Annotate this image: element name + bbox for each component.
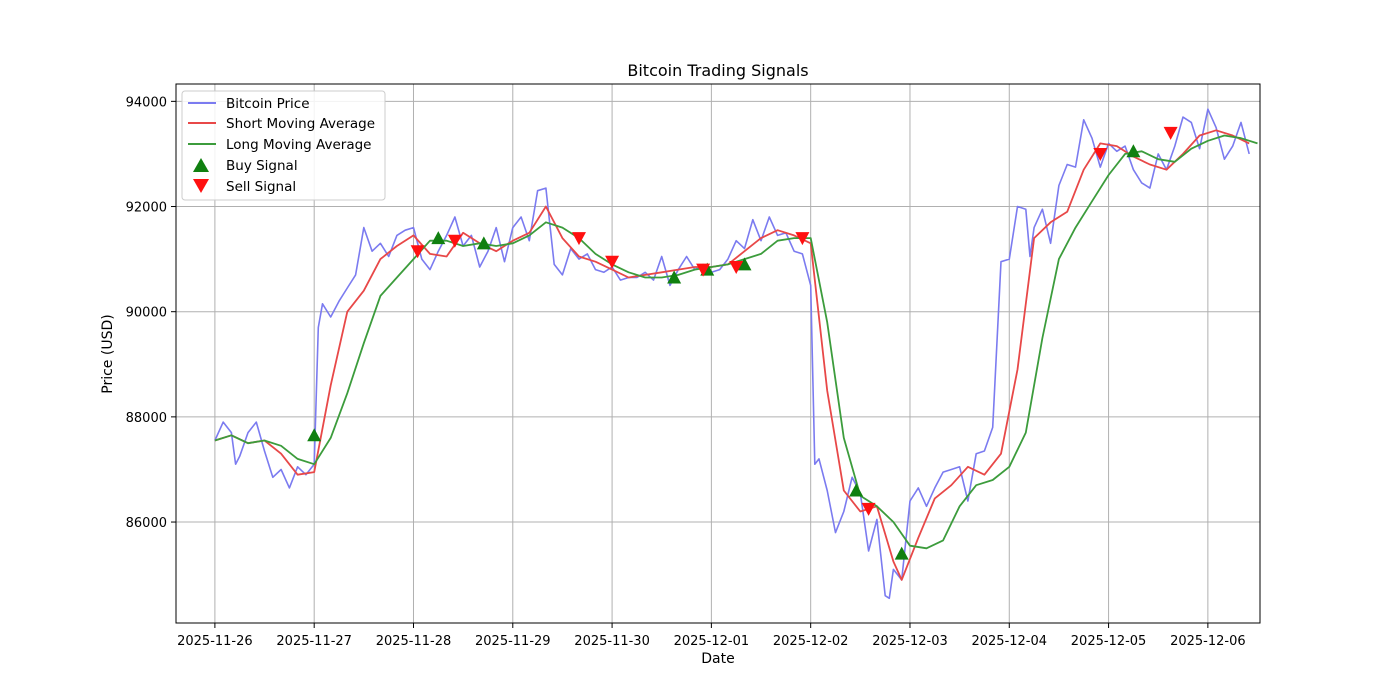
- x-axis-label: Date: [701, 651, 734, 667]
- sell-signal-marker: [410, 245, 425, 259]
- buy-signal-marker: [849, 483, 864, 497]
- x-tick-label: 2025-11-29: [475, 634, 551, 649]
- x-tick-label: 2025-11-30: [574, 634, 650, 649]
- y-tick-label: 92000: [126, 201, 167, 216]
- buy-signal-marker: [307, 428, 322, 442]
- y-axis-label: Price (USD): [100, 314, 116, 393]
- legend: Bitcoin Price Short Moving Average Long …: [181, 90, 386, 201]
- legend-label-short-ma: Short Moving Average: [226, 116, 375, 132]
- grid-lines: [176, 84, 1260, 623]
- legend-box: [181, 90, 386, 201]
- x-axis-ticks: 2025-11-26 2025-11-27 2025-11-28 2025-11-29…: [177, 623, 1246, 649]
- buy-signal-marker: [667, 270, 682, 284]
- y-axis-ticks: 86000 88000 90000 92000 94000: [126, 95, 176, 531]
- legend-label-long-ma: Long Moving Average: [226, 137, 371, 153]
- legend-sell-triangle-icon: [193, 179, 209, 193]
- buy-signal-marker: [431, 231, 446, 245]
- legend-label-price: Bitcoin Price: [226, 96, 310, 112]
- x-tick-label: 2025-12-03: [872, 634, 948, 649]
- price-line: [214, 108, 1250, 600]
- x-tick-label: 2025-12-06: [1170, 634, 1246, 649]
- sell-signal-marker: [795, 232, 810, 246]
- short-ma-line: [214, 129, 1250, 581]
- sell-signal-marker: [861, 502, 876, 516]
- signal-markers: [307, 126, 1178, 560]
- sell-signal-marker: [447, 234, 462, 248]
- x-tick-label: 2025-12-04: [971, 634, 1047, 649]
- legend-label-buy: Buy Signal: [226, 158, 298, 174]
- sell-signal-marker: [605, 255, 620, 269]
- sell-signal-marker: [729, 260, 744, 274]
- legend-label-sell: Sell Signal: [226, 179, 296, 195]
- plot-frame: [175, 83, 1261, 624]
- sell-signal-marker: [696, 263, 711, 277]
- sell-signal-marker: [571, 232, 586, 246]
- x-tick-label: 2025-11-26: [177, 634, 253, 649]
- buy-signal-marker: [1126, 144, 1141, 158]
- legend-buy-triangle-icon: [193, 158, 209, 172]
- y-tick-label: 94000: [126, 95, 167, 110]
- x-tick-label: 2025-11-28: [376, 634, 452, 649]
- x-tick-label: 2025-12-05: [1071, 634, 1147, 649]
- chart-title: Bitcoin Trading Signals: [627, 61, 808, 80]
- buy-signal-marker: [894, 546, 909, 560]
- sell-signal-marker: [1163, 126, 1178, 140]
- y-tick-label: 86000: [126, 516, 167, 531]
- y-tick-label: 88000: [126, 411, 167, 426]
- sell-signal-marker: [1093, 147, 1108, 161]
- x-tick-label: 2025-11-27: [276, 634, 352, 649]
- buy-signal-marker: [476, 236, 491, 250]
- x-tick-label: 2025-12-02: [773, 634, 849, 649]
- buy-signal-marker: [737, 257, 752, 271]
- x-tick-label: 2025-12-01: [674, 634, 750, 649]
- y-tick-label: 90000: [126, 306, 167, 321]
